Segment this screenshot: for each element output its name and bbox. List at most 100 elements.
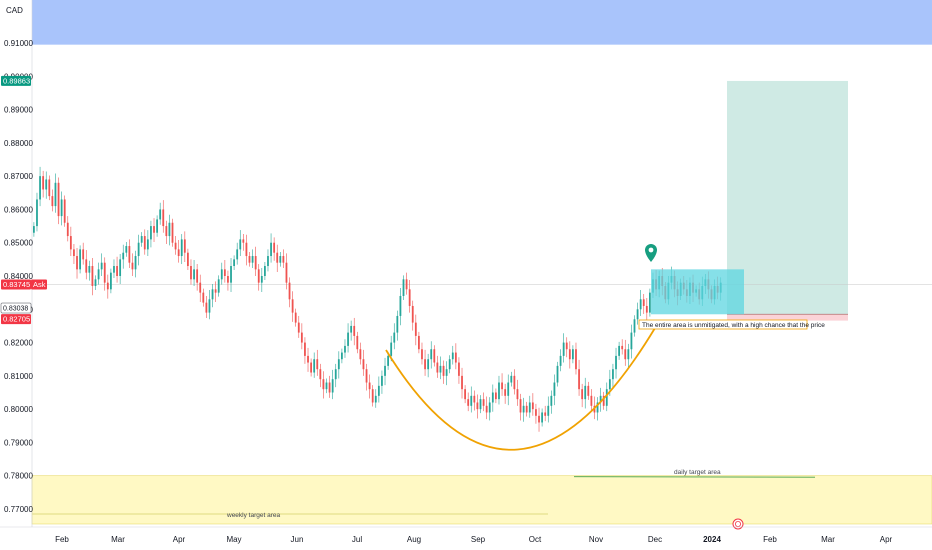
candle xyxy=(48,179,51,197)
candle xyxy=(300,332,303,343)
candle xyxy=(541,412,543,423)
x-tick-label: Nov xyxy=(589,535,603,544)
candle xyxy=(553,382,556,396)
x-tick-label: Mar xyxy=(111,535,125,544)
candle xyxy=(353,325,356,336)
candle xyxy=(183,239,186,253)
candle xyxy=(381,375,383,386)
y-tick-label: 0.79000 xyxy=(4,438,33,447)
candle xyxy=(208,299,211,313)
candle xyxy=(45,179,48,190)
candle xyxy=(230,266,232,283)
candle xyxy=(488,402,491,413)
candle xyxy=(150,226,152,240)
candle xyxy=(464,389,466,400)
candle xyxy=(587,385,590,396)
candle xyxy=(621,345,624,350)
candle xyxy=(501,382,503,390)
candle xyxy=(199,282,202,293)
candle xyxy=(276,252,279,263)
candle xyxy=(279,256,282,263)
candle xyxy=(377,385,380,396)
candle xyxy=(547,405,550,416)
candle xyxy=(254,256,257,270)
candle xyxy=(445,369,448,376)
candle xyxy=(504,389,507,396)
candle xyxy=(556,365,559,383)
candle xyxy=(313,359,316,373)
candle xyxy=(618,345,620,356)
candle xyxy=(334,369,337,380)
event-icon[interactable] xyxy=(732,518,744,530)
svg-text:Ask: Ask xyxy=(33,280,46,289)
candle xyxy=(307,355,309,363)
x-tick-label: Apr xyxy=(880,535,893,544)
y-tick-label: 0.91000 xyxy=(4,39,33,48)
y-tick-label: 0.82000 xyxy=(4,339,33,348)
candle xyxy=(69,236,72,250)
x-tick-label: Aug xyxy=(407,535,421,544)
candle xyxy=(177,249,180,257)
candle xyxy=(568,349,571,360)
candle xyxy=(596,402,599,413)
candle xyxy=(467,399,470,406)
candle xyxy=(214,289,217,293)
candle xyxy=(134,256,137,270)
y-tick-label: 0.89000 xyxy=(4,106,33,115)
x-tick-label: May xyxy=(226,535,241,544)
candle xyxy=(590,395,593,406)
candle xyxy=(94,279,97,286)
candle xyxy=(171,222,174,243)
candle xyxy=(267,256,269,267)
candle xyxy=(116,266,118,276)
candle xyxy=(405,279,408,290)
candle xyxy=(575,349,577,370)
y-tick-label: 0.85000 xyxy=(4,239,33,248)
candle xyxy=(448,359,451,370)
candle xyxy=(578,369,580,390)
candle xyxy=(153,226,155,233)
candle xyxy=(159,209,162,220)
candle xyxy=(384,365,386,376)
note-box xyxy=(638,319,808,330)
candle xyxy=(516,389,519,400)
candle xyxy=(310,362,312,373)
x-tick-label: 2024 xyxy=(703,535,721,544)
price-axis[interactable]: 0.910000.900000.890000.880000.870000.860… xyxy=(4,0,33,527)
candle xyxy=(418,335,420,350)
candle xyxy=(535,409,537,416)
y-tick-label: 0.87000 xyxy=(4,172,33,181)
candle xyxy=(436,362,439,373)
candle xyxy=(82,249,85,260)
candle xyxy=(371,389,374,403)
candle xyxy=(162,209,165,227)
candle xyxy=(187,252,189,267)
candle xyxy=(76,256,78,270)
candle xyxy=(223,269,226,276)
candle xyxy=(331,379,334,393)
candle xyxy=(402,279,405,296)
time-axis[interactable]: Feb Mar Apr May Jun Jul Aug Sep Oct Nov Dec 2024 Feb… xyxy=(0,526,932,544)
candle xyxy=(260,276,263,283)
candle xyxy=(119,259,122,276)
x-tick-label: Mar xyxy=(821,535,835,544)
candle xyxy=(190,266,192,280)
location-marker-icon xyxy=(645,244,657,262)
candle xyxy=(584,385,587,400)
y-tick-label: 0.78000 xyxy=(4,472,33,481)
candle xyxy=(507,382,510,396)
x-tick-label: Jul xyxy=(352,535,362,544)
candle xyxy=(57,182,60,217)
candle xyxy=(270,242,272,257)
candle xyxy=(519,399,522,413)
candle xyxy=(174,242,177,250)
candle xyxy=(156,219,158,233)
candle xyxy=(236,249,239,260)
candle xyxy=(581,389,584,400)
candle xyxy=(430,349,433,360)
candle xyxy=(316,359,319,370)
long-stop-zone xyxy=(727,314,848,321)
candle xyxy=(106,282,109,290)
candle xyxy=(599,395,602,403)
